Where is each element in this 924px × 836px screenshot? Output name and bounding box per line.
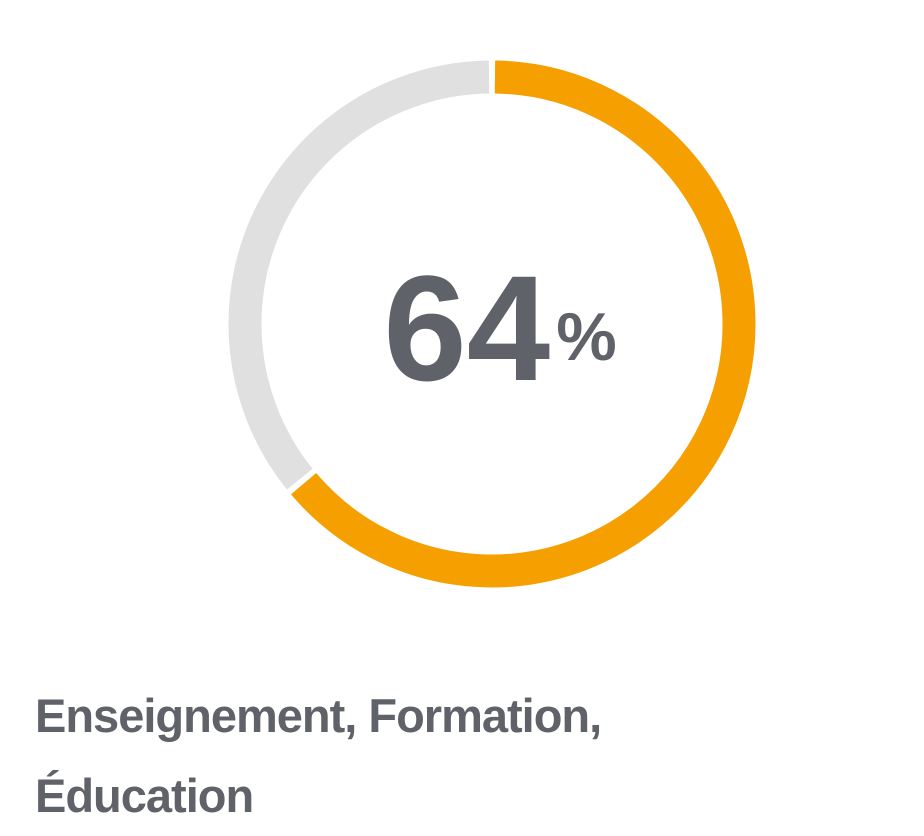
track-arc [228, 60, 490, 490]
chart: 64% [228, 60, 756, 588]
chart-title: Enseignement, Formation, Éducation [35, 689, 602, 822]
value-label: 64% [383, 244, 616, 412]
value-arc [291, 60, 756, 588]
